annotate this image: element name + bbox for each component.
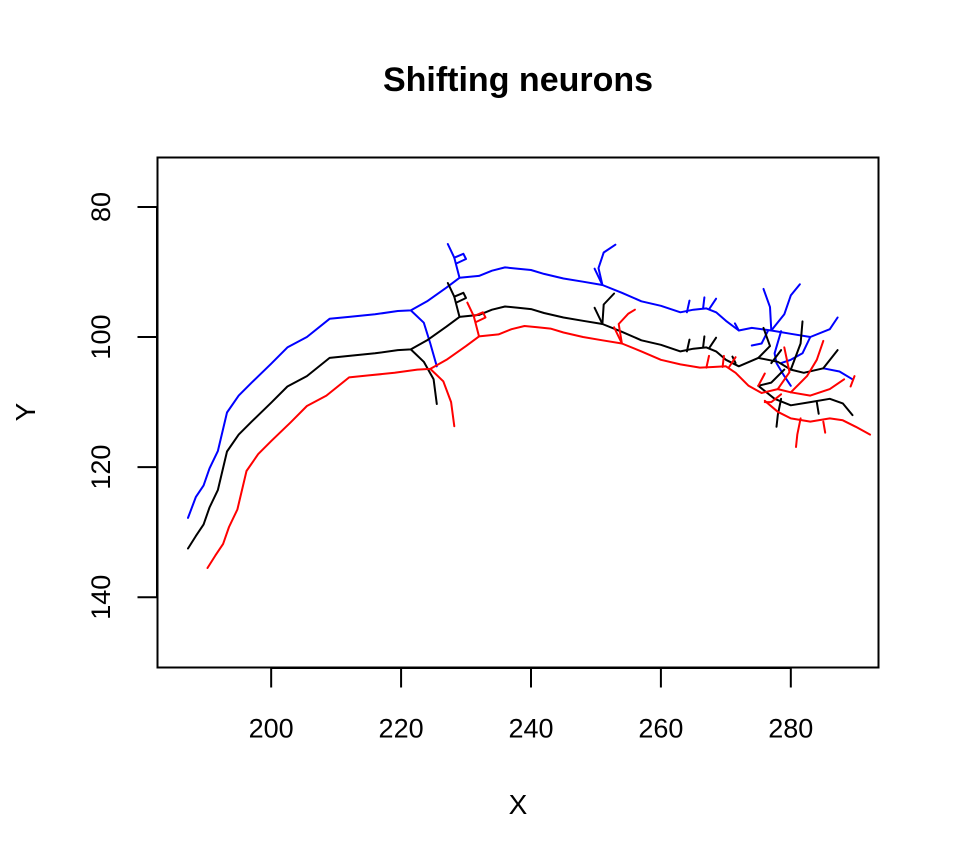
plot-frame [156,156,880,669]
neuron-series [187,282,854,550]
y-tick-label: 120 [86,445,116,490]
y-tick-label: 140 [86,575,116,620]
neuron-branch [187,266,839,519]
neuron-branch [702,335,706,349]
x-tick-label: 260 [638,714,683,744]
y-tick-label: 80 [86,192,116,222]
neuron-branch [815,401,820,415]
y-tick-label: 100 [86,315,116,360]
neuron-branch [822,420,827,434]
neuron-branch [721,354,725,368]
neuron-branch [822,367,854,381]
neuron-branch [453,291,467,304]
neuron-branch [472,311,487,324]
x-tick-label: 280 [768,714,813,744]
neuron-branch [770,283,801,332]
neuron-branch [597,243,617,286]
neuron-branch [733,322,740,332]
neuron-series [187,243,854,519]
neuron-branch [708,336,718,349]
neuron-branch [773,330,792,387]
chart-title: Shifting neurons [383,61,653,99]
neuron-branch [789,339,825,394]
neuron-branch [728,356,737,368]
neuron-branch [453,252,467,265]
neuron-branch [593,267,604,286]
neuron-branch [593,306,604,325]
neuron-branch [705,354,710,369]
neuron-branch [757,368,786,387]
neuron-branch [789,320,804,371]
series-layer [187,243,872,569]
neuron-branch [601,292,616,325]
neuron-branch [702,296,706,310]
neuron-branch [770,349,783,365]
neuron-series [206,301,872,569]
x-tick-label: 220 [379,714,424,744]
neuron-branch [206,325,846,569]
neuron-branch [775,397,783,428]
neuron-branch [685,299,691,314]
x-axis: 200 220 240 260 280 [249,667,813,744]
neuron-branch [617,308,636,345]
neuron-branch [763,399,872,436]
neuron-branch [409,348,438,405]
y-axis: 80 100 120 140 [86,192,158,620]
neuron-branch [446,282,461,318]
neuron-branch [849,375,856,388]
neuron-branch [613,326,623,345]
x-tick-label: 240 [508,714,553,744]
x-tick-label: 200 [249,714,294,744]
neuron-branch [446,243,461,279]
neuron-branch [685,338,691,353]
neuron-branch [757,372,766,387]
neuron-branch [776,346,791,391]
y-axis-label: Y [10,402,41,421]
neuron-branch [757,326,771,359]
neuron-branch [762,287,773,332]
neuron-branch [708,297,718,310]
x-axis-label: X [509,789,528,820]
neuron-branch [409,309,438,368]
neuron-branch [795,417,802,448]
neuron-branch [466,301,480,338]
neuron-branch [429,367,456,428]
neuron-branch [187,305,839,550]
